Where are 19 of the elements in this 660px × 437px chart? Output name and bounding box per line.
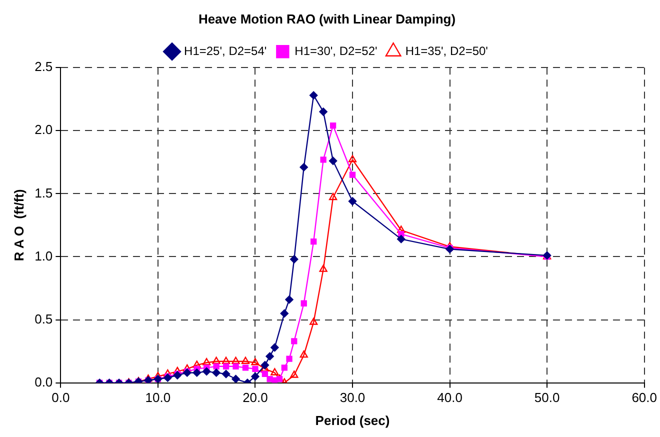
x-tick-label: 30.0 xyxy=(340,390,366,406)
legend-label: H1=35', D2=50' xyxy=(405,44,488,58)
legend-label: H1=25', D2=54' xyxy=(184,44,267,58)
y-tick-label: 2.5 xyxy=(34,59,53,74)
x-tick-label: 60.0 xyxy=(632,390,658,406)
legend-label: H1=30', D2=52' xyxy=(294,44,378,58)
y-tick-label: 1.5 xyxy=(34,185,53,200)
x-tick-label: 10.0 xyxy=(145,390,171,406)
y-tick-label: 2.0 xyxy=(34,122,53,138)
y-tick-label: 1.0 xyxy=(34,248,53,264)
x-axis-title: Period (sec) xyxy=(315,412,390,428)
y-tick-label: 0.5 xyxy=(34,311,53,326)
x-tick-label: 40.0 xyxy=(437,390,462,406)
chart-title: Heave Motion RAO (with Linear Damping) xyxy=(198,11,456,26)
x-tick-label: 50.0 xyxy=(534,390,560,406)
x-tick-label: 0.0 xyxy=(52,390,70,406)
y-axis-title: R A O (ft/ft) xyxy=(11,189,26,262)
y-tick-label: 0.0 xyxy=(34,374,53,390)
x-tick-label: 20.0 xyxy=(242,390,268,406)
